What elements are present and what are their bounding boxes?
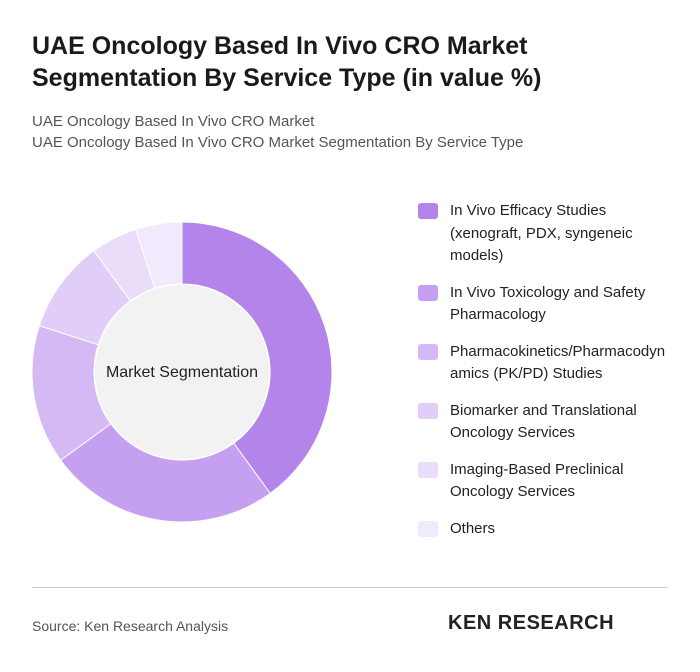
legend-item: Pharmacokinetics/Pharmacodynamics (PK/PD… — [418, 341, 668, 386]
legend-label: In Vivo Toxicology and Safety Pharmacolo… — [450, 283, 646, 324]
legend-swatch — [418, 402, 438, 419]
subtitle: UAE Oncology Based In Vivo CRO Market — [32, 113, 315, 130]
donut-slice — [59, 423, 271, 523]
legend-swatch — [418, 461, 438, 478]
legend-label: In Vivo Efficacy Studies (xenograft, PDX… — [450, 202, 633, 264]
legend-swatch — [418, 520, 438, 537]
legend-label: Biomarker and Translational Oncology Ser… — [450, 401, 637, 442]
legend: In Vivo Efficacy Studies (xenograft, PDX… — [418, 200, 668, 554]
legend-label: Pharmacokinetics/Pharmacodynamics (PK/PD… — [450, 342, 666, 383]
legend-label: Others — [450, 519, 496, 537]
center-label: Market Segmentation — [106, 364, 258, 381]
subtitle: UAE Oncology Based In Vivo CRO Market Se… — [32, 134, 524, 151]
legend-item: In Vivo Toxicology and Safety Pharmacolo… — [418, 282, 668, 327]
legend-item: In Vivo Efficacy Studies (xenograft, PDX… — [418, 200, 668, 268]
chart-title: UAE Oncology Based In Vivo CRO Market Se… — [32, 32, 542, 92]
chart: Market Segmentation — [31, 221, 333, 523]
divider — [32, 587, 668, 588]
legend-swatch — [418, 343, 438, 360]
donut-slice — [181, 221, 333, 495]
legend-item: Others — [418, 518, 668, 541]
logo: KEN RESEARCH — [448, 612, 615, 634]
legend-swatch — [418, 203, 438, 219]
donut-hole — [95, 285, 269, 459]
source: Source: Ken Research Analysis — [32, 618, 229, 634]
legend-swatch — [418, 284, 438, 301]
legend-item: Biomarker and Translational Oncology Ser… — [418, 400, 668, 445]
legend-item: Imaging-Based Preclinical Oncology Servi… — [418, 459, 668, 504]
legend-label: Imaging-Based Preclinical Oncology Servi… — [450, 460, 624, 501]
donut-slice — [135, 221, 183, 289]
